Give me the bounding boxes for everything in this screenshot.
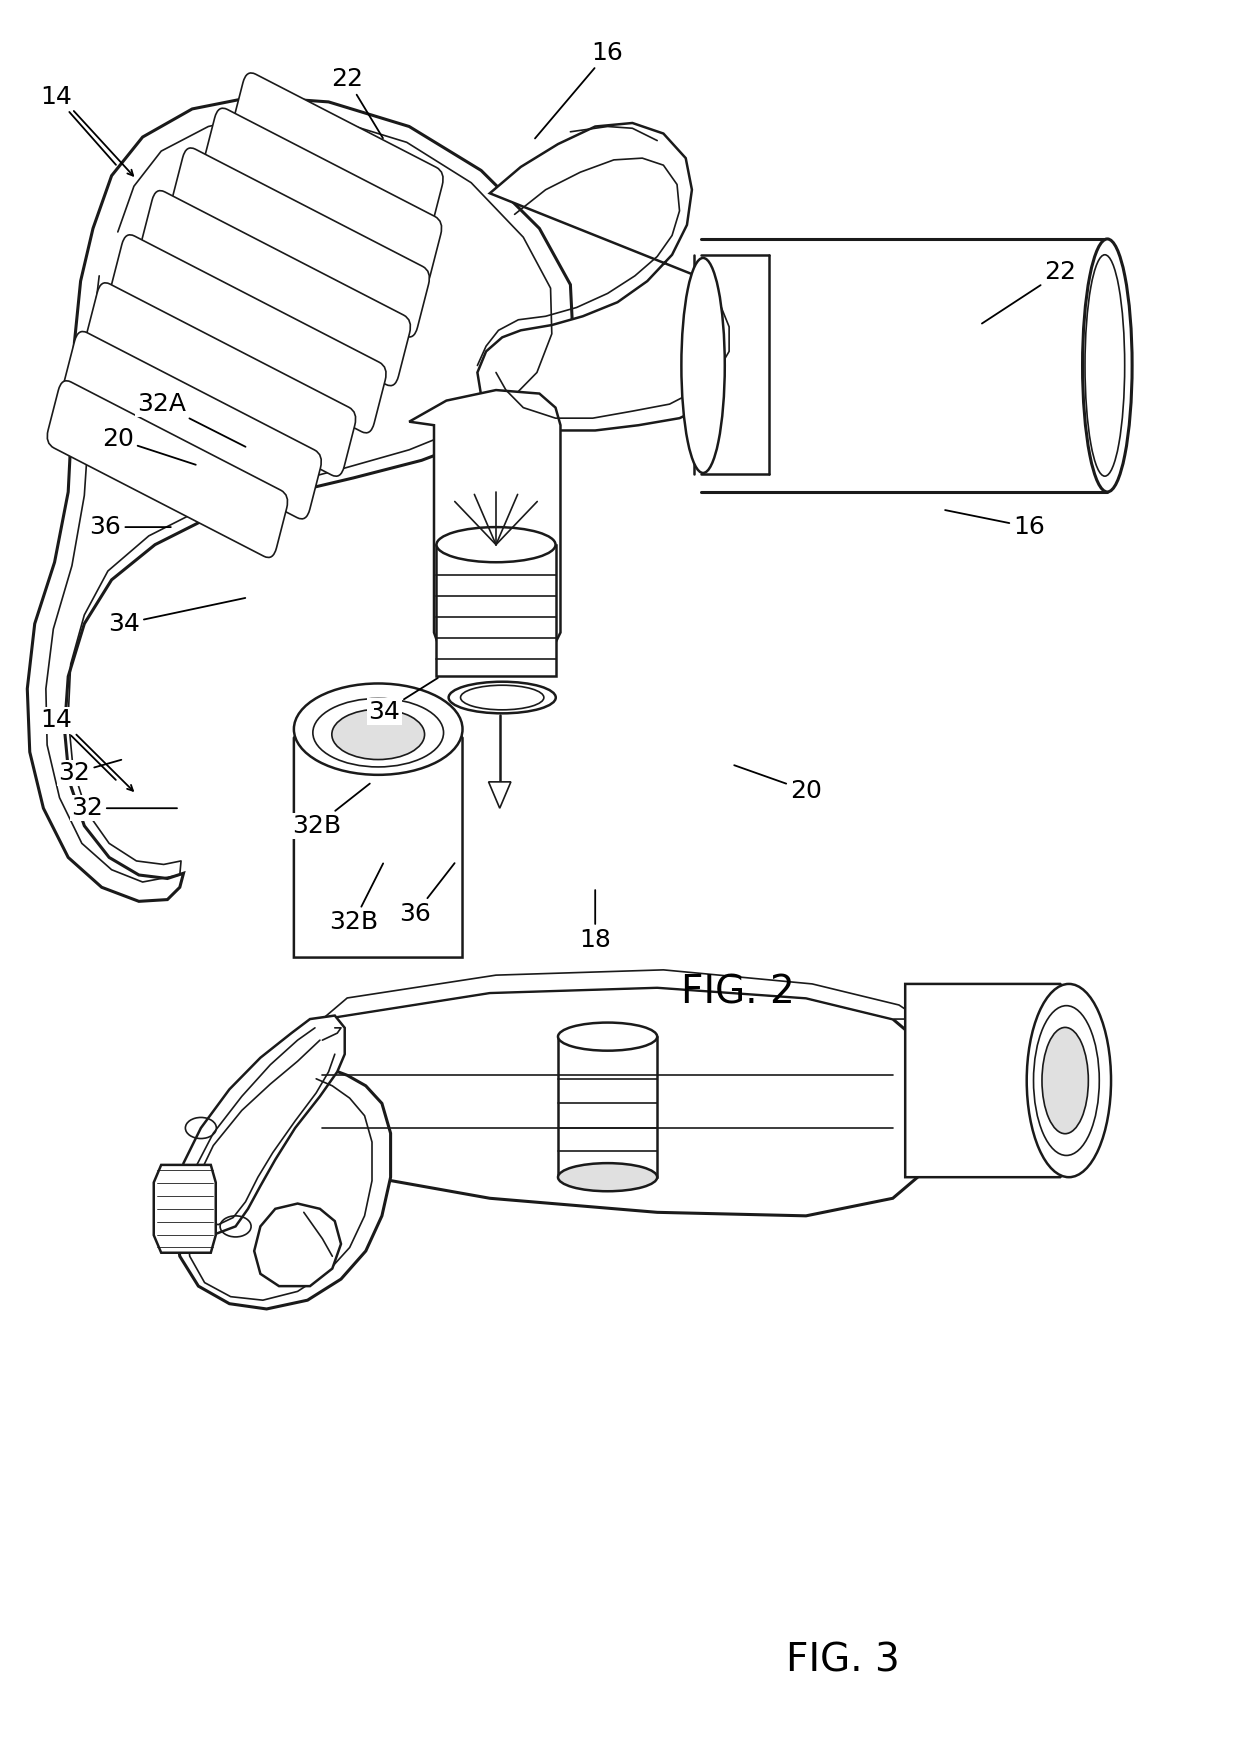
Polygon shape (558, 1037, 657, 1177)
FancyBboxPatch shape (110, 235, 386, 432)
Ellipse shape (1083, 239, 1132, 492)
Ellipse shape (436, 527, 556, 562)
Ellipse shape (1033, 1005, 1100, 1156)
Ellipse shape (460, 685, 544, 710)
Text: 34: 34 (368, 678, 438, 724)
FancyBboxPatch shape (171, 148, 429, 337)
Ellipse shape (681, 258, 724, 473)
Text: 16: 16 (945, 510, 1045, 539)
Text: 32: 32 (71, 796, 177, 821)
Ellipse shape (558, 1163, 657, 1191)
Polygon shape (322, 970, 920, 1019)
Ellipse shape (1042, 1028, 1089, 1133)
Text: 34: 34 (108, 597, 246, 636)
Ellipse shape (558, 1023, 657, 1051)
Polygon shape (436, 545, 556, 676)
Text: FIG. 3: FIG. 3 (786, 1641, 900, 1680)
FancyBboxPatch shape (63, 332, 321, 518)
Text: 18: 18 (579, 891, 611, 952)
Ellipse shape (1085, 255, 1125, 476)
Text: 32A: 32A (136, 392, 246, 446)
Ellipse shape (449, 682, 556, 713)
Text: 20: 20 (102, 427, 196, 466)
Text: 36: 36 (399, 863, 455, 926)
Polygon shape (409, 390, 560, 661)
Text: 32: 32 (58, 759, 122, 785)
Text: 22: 22 (982, 260, 1076, 323)
Polygon shape (477, 123, 744, 430)
Text: 36: 36 (89, 515, 171, 539)
Ellipse shape (294, 683, 463, 775)
Text: 22: 22 (331, 67, 383, 139)
Text: FIG. 2: FIG. 2 (681, 973, 795, 1012)
Polygon shape (174, 1028, 391, 1309)
Text: 16: 16 (534, 40, 624, 139)
FancyBboxPatch shape (140, 190, 410, 387)
Ellipse shape (312, 698, 444, 766)
Polygon shape (154, 1165, 216, 1253)
Text: 20: 20 (734, 766, 822, 803)
Text: 14: 14 (40, 708, 115, 780)
FancyBboxPatch shape (203, 109, 441, 285)
Polygon shape (294, 712, 463, 958)
Polygon shape (905, 984, 1079, 1177)
Text: 14: 14 (40, 84, 117, 165)
Polygon shape (304, 987, 918, 1216)
Polygon shape (489, 782, 511, 808)
Polygon shape (176, 1016, 345, 1233)
Text: 32B: 32B (291, 784, 370, 838)
Polygon shape (27, 97, 573, 901)
Polygon shape (254, 1204, 341, 1286)
FancyBboxPatch shape (86, 283, 356, 476)
Ellipse shape (1027, 984, 1111, 1177)
Text: 32B: 32B (329, 863, 383, 935)
Ellipse shape (332, 710, 424, 759)
FancyBboxPatch shape (47, 381, 288, 557)
Polygon shape (701, 239, 1104, 492)
FancyBboxPatch shape (232, 72, 443, 237)
